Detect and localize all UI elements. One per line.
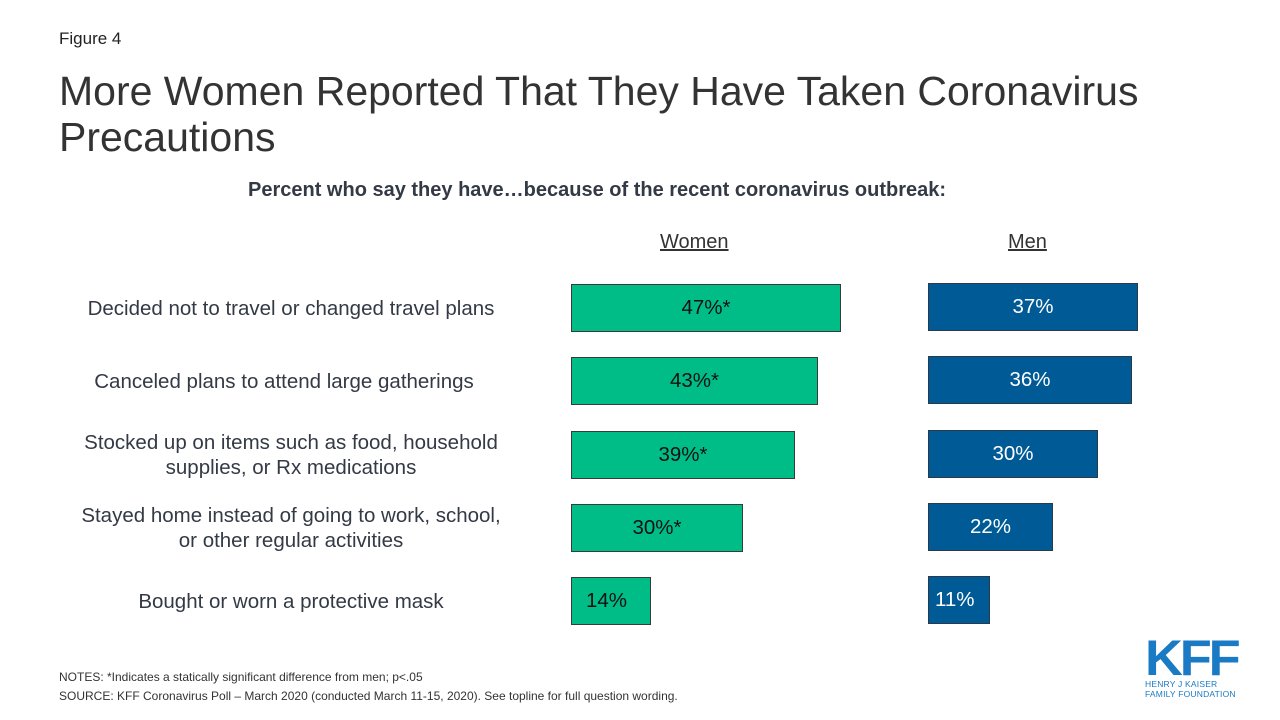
notes-text: NOTES: *Indicates a statically significa… — [59, 670, 423, 684]
data-label-men: 36% — [1009, 368, 1051, 391]
category-label: Bought or worn a protective mask — [31, 589, 551, 614]
category-label: Stayed home instead of going to work, sc… — [31, 503, 551, 553]
category-label-line: Stayed home instead of going to work, sc… — [81, 504, 501, 527]
bar-men: 37% — [928, 283, 1138, 331]
bar-men: 30% — [928, 430, 1098, 478]
category-label: Canceled plans to attend large gathering… — [24, 369, 544, 394]
data-label-men: 22% — [969, 515, 1012, 538]
footnotes: NOTES: *Indicates a statically significa… — [59, 668, 678, 706]
logo-mark: KFF — [1145, 630, 1241, 686]
bar-women: 47%* — [571, 284, 841, 332]
bar-women: 14% — [571, 577, 651, 625]
logo-line-2: FAMILY FOUNDATION — [1145, 689, 1236, 699]
figure-label: Figure 4 — [59, 29, 122, 48]
category-label-line: or other regular activities — [178, 529, 404, 552]
data-label-women: 43%* — [669, 369, 719, 392]
data-label-women: 47%* — [681, 296, 731, 319]
data-label-women: 14% — [586, 589, 628, 612]
data-label-men: 11% — [935, 588, 975, 611]
women-column-header: Women — [660, 231, 729, 253]
chart-title: More Women Reported That They Have Taken… — [59, 68, 1139, 160]
chart-subtitle: Percent who say they have…because of the… — [248, 179, 947, 201]
category-label: Stocked up on items such as food, househ… — [31, 430, 551, 480]
bar-women: 30%* — [571, 504, 743, 552]
data-label-men: 30% — [992, 442, 1034, 465]
bar-women: 43%* — [571, 357, 818, 405]
bar-men: 11% — [928, 576, 990, 624]
category-label-line: Canceled plans to attend large gathering… — [94, 369, 474, 393]
data-label-men: 37% — [1012, 295, 1054, 318]
category-label-line: supplies, or Rx medications — [165, 456, 417, 479]
bar-men: 36% — [928, 356, 1132, 404]
men-column-header: Men — [1008, 231, 1047, 253]
kff-logo: KFF HENRY J KAISER FAMILY FOUNDATION — [1145, 633, 1241, 699]
category-label-line: Stocked up on items such as food, househ… — [84, 431, 498, 454]
bar-women: 39%* — [571, 431, 795, 479]
category-label-line: Decided not to travel or changed travel … — [87, 296, 495, 320]
category-label-line: Bought or worn a protective mask — [138, 589, 444, 613]
logo-line-1: HENRY J KAISER — [1145, 679, 1218, 689]
source-text: SOURCE: KFF Coronavirus Poll – March 202… — [59, 689, 678, 703]
data-label-women: 30%* — [632, 516, 682, 539]
data-label-women: 39%* — [658, 443, 708, 466]
bar-men: 22% — [928, 503, 1053, 551]
category-label: Decided not to travel or changed travel … — [31, 296, 551, 321]
